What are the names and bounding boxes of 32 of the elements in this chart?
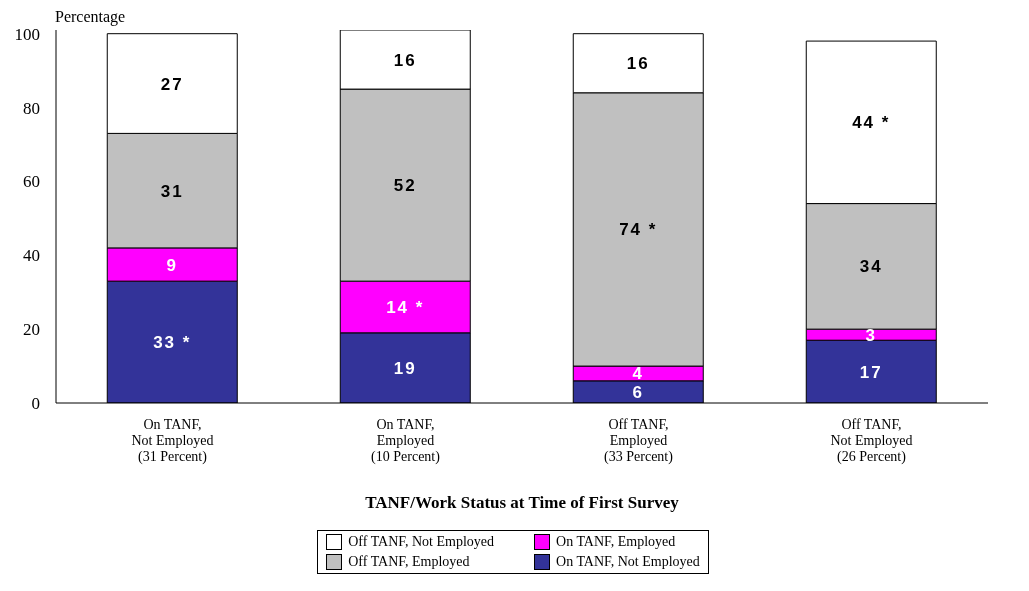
legend-label: Off TANF, Not Employed [348, 534, 495, 550]
data-label: 17 [859, 362, 883, 382]
data-label: 52 [393, 176, 417, 196]
y-tick-label: 40 [23, 246, 40, 266]
y-axis-title: Percentage [55, 8, 126, 26]
legend-label: Off TANF, Employed [348, 554, 470, 570]
x-axis-title: TANF/Work Status at Time of First Survey [365, 493, 680, 512]
x-tick-label: Off TANF, Employed (33 Percent) [604, 417, 674, 465]
data-label: 9 [166, 255, 178, 275]
legend-label: On TANF, Not Employed [556, 554, 700, 570]
y-tick-label: 20 [23, 320, 40, 340]
data-label: 4 [632, 364, 644, 384]
x-tick-label: On TANF, Employed (10 Percent) [371, 417, 441, 465]
x-tick-label: On TANF, Not Employed (31 Percent) [131, 417, 214, 465]
x-tick-label: Off TANF, Not Employed (26 Percent) [830, 417, 913, 465]
data-label: 33 * [153, 333, 192, 353]
y-tick-label: 0 [31, 394, 40, 414]
data-label: 16 [393, 50, 417, 70]
data-label: 14 * [386, 297, 425, 317]
data-label: 16 [626, 54, 650, 74]
y-tick-label: 80 [23, 98, 40, 118]
y-tick-label: 60 [23, 172, 40, 192]
data-label: 44 * [852, 113, 891, 133]
data-label: 31 [160, 181, 184, 201]
data-label: 74 * [619, 220, 658, 240]
data-label: 3 [865, 325, 877, 345]
data-label: 34 [859, 257, 883, 277]
data-label: 27 [160, 74, 184, 94]
y-tick-label: 100 [14, 24, 40, 44]
data-label: 6 [632, 382, 644, 402]
data-label: 19 [393, 358, 417, 378]
legend-label: On TANF, Employed [556, 534, 676, 550]
